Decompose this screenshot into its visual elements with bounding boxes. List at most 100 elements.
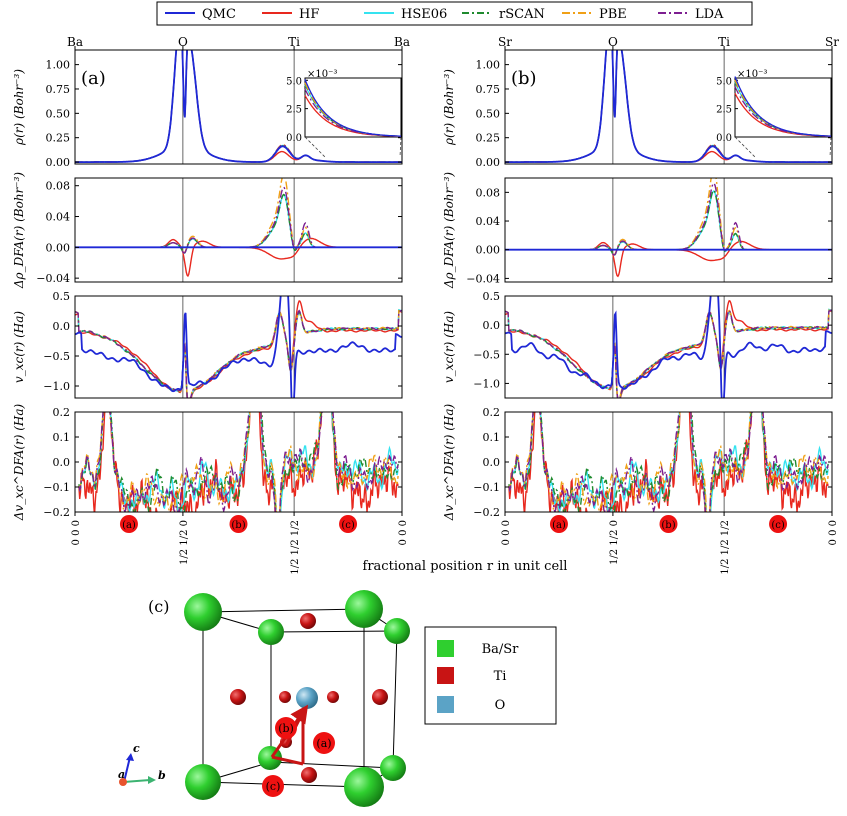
atom-o [296,687,318,709]
atom-ba-sr [344,767,384,807]
legend-entry-lda: LDA [658,7,724,22]
subplot-b-1: 0.00 0.25 0.50 0.75 1.00 ρ(r) (Bohr⁻³) 0.0 2.5 5… [442,49,833,169]
legend-entry-hse06: HSE06 [364,7,447,22]
svg-text:(c): (c) [771,520,785,531]
panel-label: (a) [81,68,106,89]
y-tick-label: −0.5 [43,350,70,363]
series-rscan-line [78,412,399,512]
inset-y-tick-label: 5.0 [716,76,732,87]
svg-text:(a): (a) [552,520,566,531]
y-axis-label: ρ(r) (Bohr⁻³) [442,69,456,146]
series-rscan-line [505,309,832,398]
y-tick-label: 0.75 [476,83,501,96]
atom-ba-sr [184,593,222,631]
series-lda-line [78,412,399,512]
y-axis-label: Δv_xc^DFA(r) (Ha) [442,403,456,521]
path-marker [262,775,284,797]
series-rscan-line [75,193,402,254]
y-tick-label: −0.04 [466,272,500,285]
path-marker-b: (a) [549,515,568,533]
x-axis-label: fractional position r in unit cell [363,559,568,574]
y-tick-label: 1.00 [46,59,71,72]
legend-entry-qmc: QMC [165,7,236,22]
y-tick-label: −0.04 [36,272,70,285]
inset-y-tick-label: 0.0 [716,133,732,144]
y-tick-label: 0.25 [476,132,501,145]
path-labels: (b) (a) (c) [262,717,335,797]
series-lda-line [75,309,402,398]
panel-a: 0.00 0.25 0.50 0.75 1.00 ρ(r) (Bohr⁻³) 0.0 2.5 5… [12,35,410,575]
y-tick-label: 0.00 [476,156,501,169]
y-axis-label: v_xc(r) (Ha) [442,311,456,383]
legend-entry-hf: HF [262,7,319,22]
subplot-a-4: −0.2 −0.1 0.0 0.1 0.2 Δv_xc^DFA(r) (Ha) [12,403,403,521]
bottom-tick-label: 1/2 1/2 1/2 [290,520,301,575]
y-tick-label: 0.08 [476,186,501,199]
path-marker [313,732,335,754]
subplot-a-1: 0.00 0.25 0.50 0.75 1.00 ρ(r) (Bohr⁻³) 0.0 2.5 5… [12,49,403,169]
top-tick-label: O [608,35,618,49]
bottom-tick-label: 0 0 0 [71,520,82,545]
atom-ti [327,691,339,703]
atoms [184,590,410,807]
y-axis-label: ρ(r) (Bohr⁻³) [12,69,26,146]
series-qmc-line [505,50,832,163]
axis-a-label: a [118,768,125,781]
legend-label: rSCAN [499,7,545,22]
inset-multiplier: ×10⁻³ [737,69,767,80]
y-tick-label: 0.0 [53,320,71,333]
inset-y-tick-label: 0.0 [286,133,302,144]
y-axis-label: v_xc(r) (Ha) [12,311,26,383]
bottom-tick-label: 0 0 0 [828,520,839,545]
y-tick-label: 0.0 [483,319,501,332]
panel-b: 0.00 0.25 0.50 0.75 1.00 ρ(r) (Bohr⁻³) 0.0 2.5 5… [442,35,839,575]
series-hf-line [505,299,832,398]
y-tick-label: −0.2 [43,506,70,519]
svg-text:(c): (c) [341,520,355,531]
atom-ba-sr [384,618,410,644]
svg-text:(b): (b) [231,520,245,531]
bottom-tick-label: 1/2 1/2 0 [179,520,190,565]
inset-series-pbe [734,79,831,137]
series-qmc-line [75,296,402,398]
top-tick-label: Sr [825,35,839,49]
top-tick-label: Ba [394,35,410,49]
path-marker-a: (b) [229,515,248,533]
structure-panel-label: (c) [148,597,169,616]
y-tick-label: 0.04 [476,215,501,228]
y-tick-label: 0.04 [46,211,71,224]
y-tick-label: 0.00 [476,244,501,257]
series-lda-line [508,412,829,512]
y-tick-label: 0.1 [53,431,71,444]
subplot-b-3: −1.0 −0.5 0.0 0.5 v_xc(r) (Ha) [442,290,833,399]
atom-ba-sr [345,590,383,628]
y-tick-label: 0.00 [46,241,71,254]
subplot-b-4: −0.2 −0.1 0.0 0.1 0.2 Δv_xc^DFA(r) (Ha) [442,403,833,521]
axis-c-label: c [133,742,140,755]
y-tick-label: 0.50 [46,107,71,120]
y-tick-label: 0.2 [483,406,501,419]
y-tick-label: 0.0 [53,456,71,469]
atom-ba-sr [380,755,406,781]
svg-text:Ba/Sr: Ba/Sr [482,642,520,657]
y-tick-label: −0.1 [43,481,70,494]
series-lda-line [505,309,832,398]
y-axis-label: Δρ_DFA(r) (Bohr⁻³) [12,172,26,290]
y-axis-label: Δρ_DFA(r) (Bohr⁻³) [442,172,456,290]
svg-text:(c): (c) [266,780,281,793]
legend-label: HF [299,7,319,22]
atom-ba-sr [258,619,284,645]
axes-triad: c a b [118,742,166,786]
inset-y-tick-label: 2.5 [286,105,302,116]
structure-legend: Ba/Sr Ti O [424,626,557,725]
legend-swatch-ba-sr [437,640,454,657]
chart-legend: QMC HF HSE06 rSCAN PBE LDA [156,1,753,26]
bottom-tick-label: 1/2 1/2 1/2 [720,520,731,575]
y-tick-label: −0.5 [473,348,500,361]
legend-label: HSE06 [401,7,447,22]
svg-text:(b): (b) [661,520,675,531]
inset-b: 0.0 2.5 5.0 ×10⁻³ [716,69,832,158]
svg-text:O: O [495,698,506,713]
top-tick-label: Ba [67,35,83,49]
y-tick-label: 0.08 [46,180,71,193]
